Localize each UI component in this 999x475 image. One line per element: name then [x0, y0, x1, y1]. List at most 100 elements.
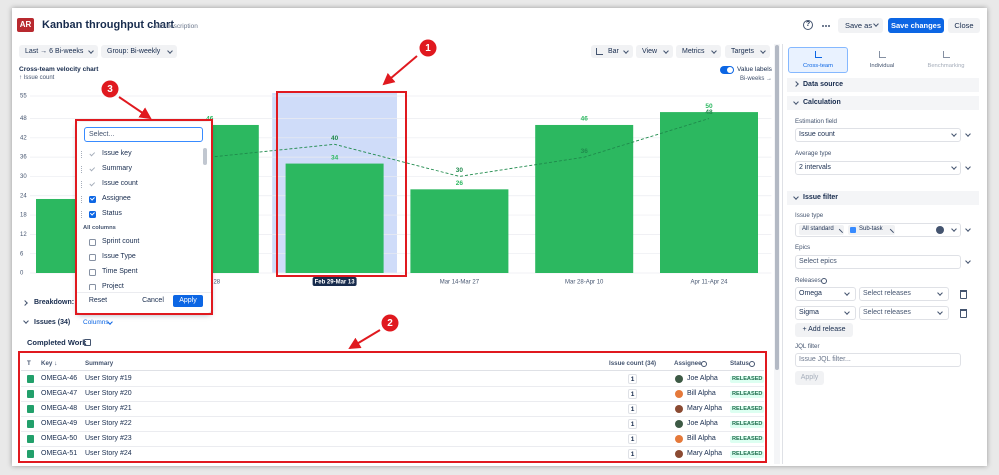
checkbox[interactable]: [89, 210, 96, 218]
more-button[interactable]: [819, 19, 833, 32]
select-box[interactable]: [795, 255, 961, 269]
drag-handle[interactable]: [81, 166, 84, 173]
tab[interactable]: [788, 47, 848, 73]
picker-button[interactable]: Cancel: [142, 297, 164, 304]
issue-key[interactable]: OMEGA-46: [41, 374, 78, 382]
checkbox[interactable]: [89, 268, 96, 276]
y-tick-label: 0: [20, 271, 24, 277]
y-tick-label: 55: [20, 94, 27, 100]
side-panel-divider: [782, 44, 783, 464]
select-box[interactable]: [859, 287, 949, 301]
column-option[interactable]: Sprint count: [102, 237, 140, 245]
issue-key[interactable]: OMEGA-50: [41, 434, 78, 442]
assignee-name: Mary Alpha: [687, 404, 723, 412]
select-box[interactable]: [795, 353, 961, 367]
toolbar-button[interactable]: Targets: [725, 45, 770, 58]
tab-label[interactable]: Cross-team: [803, 63, 833, 70]
header-button[interactable]: Save changes: [888, 18, 944, 33]
table-header[interactable]: Summary: [85, 360, 114, 368]
add-description[interactable]: Add description: [153, 22, 198, 30]
drag-handle[interactable]: [81, 211, 84, 218]
checkbox[interactable]: [89, 238, 96, 246]
toolbar-button[interactable]: Metrics: [676, 45, 721, 58]
main-scroll-thumb[interactable]: [775, 45, 779, 370]
help-button[interactable]: ?: [803, 20, 813, 30]
column-option[interactable]: Issue count: [102, 179, 138, 187]
picker-scroll-thumb: [203, 148, 207, 165]
header-button[interactable]: Close: [948, 18, 980, 33]
section-header[interactable]: [787, 96, 979, 110]
select-box[interactable]: [795, 306, 856, 320]
bar: [285, 163, 384, 273]
drag-handle[interactable]: [81, 151, 84, 158]
callout-box: [276, 91, 407, 277]
checkbox[interactable]: [89, 253, 96, 261]
section-header[interactable]: [787, 78, 979, 92]
column-option[interactable]: Time Spent: [102, 267, 138, 275]
field-label: Issue type: [795, 212, 824, 220]
column-option[interactable]: Status: [102, 209, 122, 217]
column-option[interactable]: Summary: [102, 164, 132, 172]
status-badge: RELEASED: [730, 405, 765, 413]
select-box[interactable]: [795, 287, 856, 301]
value-labels-toggle[interactable]: [720, 66, 734, 74]
issues-toggle[interactable]: Issues (34): [34, 318, 71, 326]
tab-label[interactable]: Benchmarking: [927, 63, 965, 70]
issue-type-icon: [27, 435, 34, 443]
table-header[interactable]: Status: [730, 360, 749, 368]
select-box[interactable]: [795, 161, 961, 175]
picker-button[interactable]: Apply: [173, 295, 203, 307]
table-header[interactable]: Key ↓: [41, 360, 58, 368]
issue-count: 1: [628, 419, 637, 429]
select-box[interactable]: [795, 223, 961, 237]
columns-button[interactable]: Columns: [83, 318, 109, 326]
column-option[interactable]: Project: [102, 282, 124, 290]
info-icon: [701, 361, 707, 367]
external-link-icon[interactable]: [84, 339, 91, 346]
drag-handle[interactable]: [81, 181, 84, 188]
toolbar-dropdown[interactable]: Last → 6 Bi-weeks: [19, 45, 98, 58]
status-badge: RELEASED: [730, 450, 765, 458]
tab-label[interactable]: Individual: [869, 63, 895, 70]
checkbox[interactable]: [89, 283, 96, 290]
dot: [822, 25, 824, 27]
breakdown-toggle[interactable]: Breakdown: F: [34, 298, 81, 306]
issue-summary: User Story #23: [85, 434, 132, 442]
picker-button[interactable]: Reset: [88, 297, 108, 304]
toolbar-dropdown[interactable]: Group: Bi-weekly: [101, 45, 177, 58]
checkbox[interactable]: [89, 195, 96, 203]
apply-button[interactable]: Apply: [795, 371, 824, 385]
trash-icon[interactable]: [960, 309, 967, 318]
issue-key[interactable]: OMEGA-51: [41, 449, 78, 457]
line-value-label: 36: [581, 148, 589, 155]
section-header[interactable]: [787, 191, 979, 205]
issue-key[interactable]: OMEGA-49: [41, 419, 78, 427]
bar: [535, 124, 634, 273]
drag-handle[interactable]: [81, 196, 84, 203]
toolbar-button[interactable]: View: [636, 45, 673, 58]
header-button[interactable]: Save as: [838, 18, 883, 33]
select-box[interactable]: [859, 306, 949, 320]
status-badge: RELEASED: [730, 375, 765, 383]
search-input[interactable]: Select...: [84, 127, 203, 142]
issue-key[interactable]: OMEGA-48: [41, 404, 78, 412]
column-option[interactable]: Issue key: [102, 149, 132, 157]
table-header[interactable]: Assignee: [674, 360, 702, 368]
issue-count: 1: [628, 434, 637, 444]
table-header[interactable]: Issue count (34): [609, 360, 657, 368]
status-badge: RELEASED: [730, 420, 765, 428]
table-header: T: [27, 360, 31, 368]
trash-icon[interactable]: [960, 290, 967, 299]
issue-type-icon: [27, 390, 34, 398]
column-option[interactable]: Assignee: [102, 194, 131, 202]
add-release-button[interactable]: + Add release: [795, 323, 853, 337]
issue-summary: User Story #21: [85, 404, 132, 412]
dot: [828, 25, 830, 27]
select-value: Select epics: [799, 257, 837, 265]
clear-icon[interactable]: [936, 226, 944, 234]
issue-key[interactable]: OMEGA-47: [41, 389, 78, 397]
column-option[interactable]: Issue Type: [102, 252, 136, 260]
release-name: Omega: [799, 289, 822, 297]
select-box[interactable]: [795, 128, 961, 142]
y-tick-label: 18: [20, 213, 27, 219]
